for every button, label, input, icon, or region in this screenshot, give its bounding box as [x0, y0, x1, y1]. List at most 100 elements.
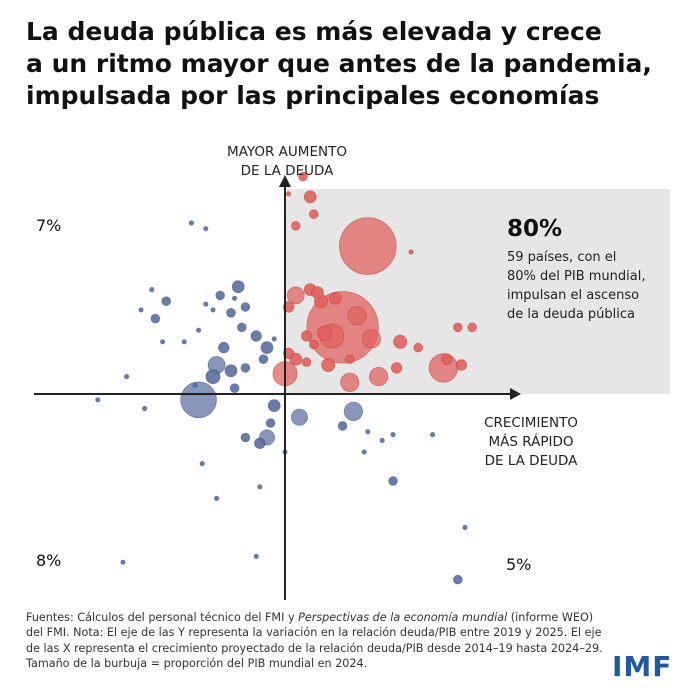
bubble-blue — [231, 280, 245, 294]
bubble-blue — [267, 399, 281, 413]
title-line: La deuda pública es más elevada y crece — [26, 17, 602, 46]
bubble-blue — [361, 449, 367, 455]
bubble-red — [368, 366, 389, 387]
bubble-blue — [192, 382, 198, 388]
bubbles-layer — [95, 171, 478, 585]
bubble-blue — [188, 220, 194, 226]
bubble-blue — [199, 460, 205, 467]
title-line: impulsada por las principales economías — [26, 81, 600, 110]
x-axis-label-line: MÁS RÁPIDO — [489, 433, 574, 450]
chart-title: La deuda pública es más elevada y crece … — [26, 16, 676, 112]
y-top-value-label: 7% — [36, 216, 61, 235]
bubble-blue — [180, 381, 217, 419]
bubble-red — [328, 291, 342, 305]
bubble-blue — [124, 373, 130, 380]
bubble-blue — [260, 341, 274, 355]
bubble-red — [308, 209, 319, 220]
y-axis-label-line: MAYOR AUMENTO — [227, 144, 347, 160]
bubble-blue — [429, 431, 436, 438]
bubble-blue — [452, 574, 463, 585]
bubble-red — [452, 322, 463, 333]
highlight-note-line: 59 países, con el — [507, 250, 616, 265]
bubble-blue — [214, 495, 220, 501]
bubble-blue — [150, 313, 161, 324]
bubble-blue — [203, 226, 209, 232]
bubble-red — [467, 322, 478, 333]
highlight-note-line: de la deuda pública — [507, 307, 635, 322]
highlight-percent: 80% — [507, 216, 562, 242]
bubble-blue — [218, 341, 230, 354]
bubble-blue — [253, 553, 259, 560]
bubble-red — [393, 334, 408, 349]
bubble-red — [285, 191, 292, 197]
bubble-red — [338, 217, 397, 275]
bubble-blue — [379, 437, 385, 443]
x-axis-label-line: CRECIMIENTO — [484, 415, 578, 431]
y-axis-label-line: DE LA DEUDA — [241, 163, 335, 179]
bubble-blue — [226, 307, 236, 318]
bubble-chart: MAYOR AUMENTO DE LA DEUDA CRECIMIENTO MÁ… — [34, 144, 670, 600]
bubble-blue — [142, 405, 148, 412]
bubble-blue — [240, 302, 251, 312]
imf-logo: IMF — [612, 650, 673, 683]
bubble-blue — [205, 369, 221, 385]
bubble-blue — [257, 484, 263, 490]
bubble-blue — [462, 524, 468, 531]
bubble-red — [340, 372, 360, 392]
y-axis-arrowhead — [279, 175, 291, 187]
bubble-blue — [196, 327, 202, 333]
bubble-blue — [215, 290, 226, 301]
bubble-red — [441, 353, 453, 365]
bubble-blue — [237, 322, 247, 333]
bubble-red — [317, 325, 333, 341]
bubble-blue — [290, 408, 308, 426]
bubble-blue — [224, 364, 238, 378]
bubble-blue — [343, 401, 363, 421]
source-suffix: (informe WEO) del FMI. Nota: El eje de l… — [26, 611, 603, 671]
bubble-red — [310, 286, 324, 299]
bubble-red — [344, 354, 355, 365]
bubble-red — [300, 330, 313, 342]
bubble-blue — [181, 339, 187, 345]
bubble-blue — [337, 421, 348, 431]
bubble-blue — [365, 429, 371, 435]
bubble-red — [286, 286, 305, 305]
bubble-red — [347, 306, 367, 326]
bubble-blue — [138, 307, 144, 313]
source-prefix: Fuentes: Cálculos del personal técnico d… — [26, 611, 299, 624]
bubble-red — [390, 362, 403, 374]
bubble-blue — [254, 437, 266, 450]
bubble-blue — [229, 383, 240, 394]
bubble-red — [321, 357, 336, 372]
bubble-blue — [250, 330, 262, 342]
bubble-blue — [203, 301, 209, 307]
bubble-blue — [240, 363, 251, 373]
title-line: a un ritmo mayor que antes de la pandemi… — [26, 49, 652, 78]
bubble-red — [290, 221, 301, 231]
bubble-blue — [232, 295, 238, 301]
bubble-blue — [390, 431, 396, 438]
bubble-red — [303, 190, 317, 204]
bubble-blue — [160, 339, 166, 345]
highlight-note-line: impulsan el ascenso — [507, 288, 639, 303]
x-right-value-label: 5% — [506, 555, 531, 574]
bubble-blue — [149, 286, 155, 293]
bubble-blue — [258, 354, 269, 365]
bubble-blue — [388, 476, 398, 486]
highlight-note-line: 80% del PIB mundial, — [507, 269, 645, 284]
bubble-red — [298, 171, 308, 182]
x-axis-label-line: DE LA DEUDA — [485, 453, 579, 469]
bubble-red — [413, 342, 424, 353]
bubble-blue — [265, 418, 276, 428]
bubble-blue — [271, 336, 277, 342]
bubble-blue — [240, 432, 251, 443]
bubble-red — [301, 357, 312, 367]
bubble-blue — [95, 397, 101, 403]
source-note: Fuentes: Cálculos del personal técnico d… — [26, 610, 606, 672]
bubble-red — [308, 339, 319, 350]
source-publication: Perspectivas de la economía mundial — [298, 611, 508, 624]
y-bottom-value-label: 8% — [36, 551, 61, 570]
bubble-blue — [161, 296, 172, 307]
bubble-blue — [120, 559, 126, 565]
bubble-blue — [210, 307, 216, 313]
